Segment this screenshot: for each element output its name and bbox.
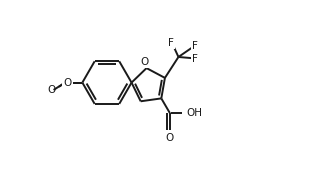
- Text: O: O: [47, 85, 55, 95]
- Text: O: O: [63, 78, 72, 88]
- Text: F: F: [192, 54, 198, 64]
- Text: O: O: [141, 57, 149, 67]
- Text: OH: OH: [186, 108, 202, 118]
- Text: O: O: [63, 78, 71, 88]
- Text: F: F: [168, 38, 174, 48]
- Text: O: O: [166, 133, 174, 143]
- Text: F: F: [192, 41, 198, 51]
